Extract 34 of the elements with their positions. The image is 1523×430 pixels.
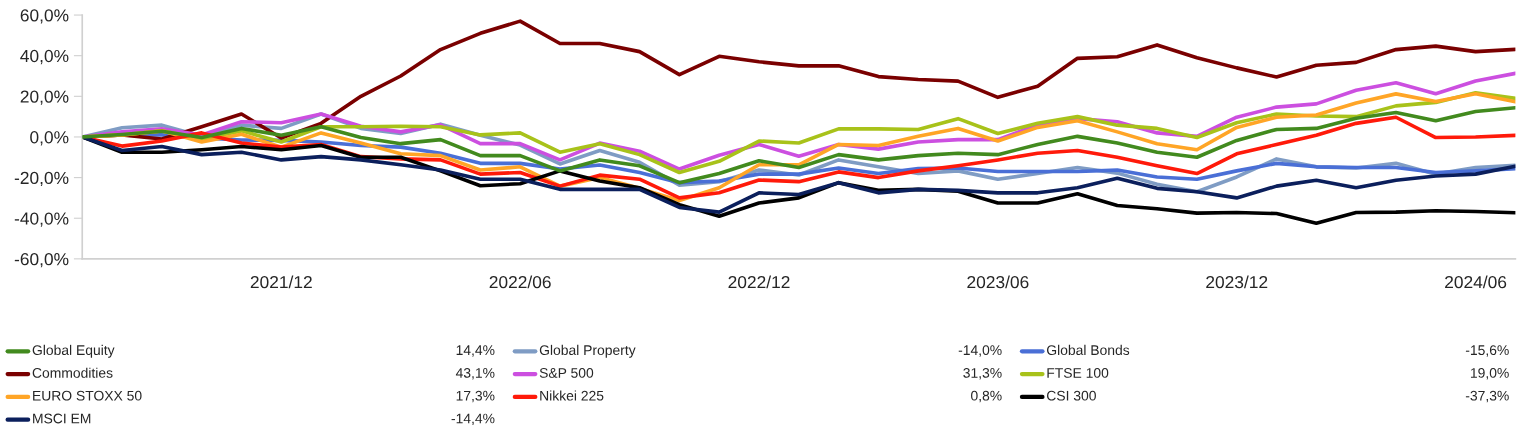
text: 43,1% xyxy=(455,367,495,380)
legend-label: Nikkei 225 xyxy=(540,390,604,401)
line-series xyxy=(82,105,1516,185)
legend-label: MSCI EM xyxy=(33,413,91,424)
x-tick-label: 2022/12 xyxy=(728,275,790,289)
legend-label: Global Property xyxy=(539,344,636,358)
text: -14,0% xyxy=(958,345,1002,357)
x-tick-label: 2021/12 xyxy=(250,275,312,289)
y-tick-label: -60,0% xyxy=(14,253,69,268)
legend-label: CSI 300 xyxy=(1047,390,1096,401)
legend-label: S&P 500 xyxy=(539,367,594,378)
y-tick-label: -20,0% xyxy=(14,171,69,187)
x-tick-label: 2022/06 xyxy=(489,275,551,289)
text: 19,0% xyxy=(1470,367,1509,380)
text: 31,3% xyxy=(963,367,1002,380)
text: -37,3% xyxy=(1465,390,1509,403)
text: 0,8% xyxy=(971,390,1002,403)
legend-label: Global Equity xyxy=(32,344,115,358)
y-tick-label: -40,0% xyxy=(14,212,69,227)
y-tick-label: 60,0% xyxy=(20,9,69,24)
y-tick-label: 40,0% xyxy=(20,49,69,65)
x-tick-label: 2023/06 xyxy=(967,275,1029,289)
legend-label: FTSE 100 xyxy=(1047,367,1109,378)
legend-label: EURO STOXX 50 xyxy=(33,390,142,401)
text: 17,3% xyxy=(456,390,495,403)
text: -14,4% xyxy=(451,413,495,426)
legend-label: Commodities xyxy=(32,367,113,378)
legend-label: Global Bonds xyxy=(1047,344,1130,356)
text: -15,6% xyxy=(1465,345,1509,357)
y-tick-label: 20,0% xyxy=(20,90,69,105)
x-tick-label: 2024/06 xyxy=(1445,275,1507,289)
x-tick-label: 2023/12 xyxy=(1206,275,1268,289)
text: 14,4% xyxy=(456,345,495,357)
y-tick-label: 0,0% xyxy=(30,131,69,146)
